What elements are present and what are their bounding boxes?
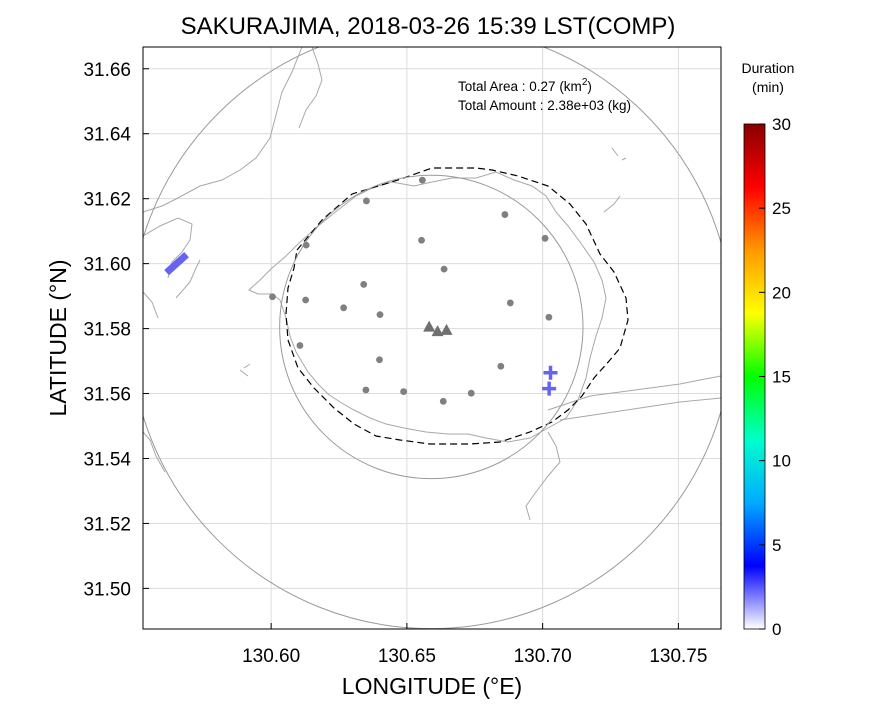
coastline-segment <box>143 431 166 473</box>
station-point <box>362 386 370 394</box>
coastline-segment <box>525 431 561 521</box>
colorbar-tick-label: 0 <box>772 620 781 639</box>
station-point <box>440 265 448 273</box>
station-point <box>302 296 310 304</box>
station-point <box>302 241 310 249</box>
coastline-segment <box>143 217 193 279</box>
ash-observation-point <box>164 251 189 276</box>
y-tick-label: 31.66 <box>83 60 131 81</box>
station-point <box>376 311 384 319</box>
station-point <box>269 293 276 301</box>
station-point <box>400 388 408 395</box>
colorbar-tick-label: 25 <box>772 199 791 218</box>
plot-area <box>143 47 721 629</box>
station-point <box>296 342 304 349</box>
axis-ticks: 130.60 130.65 130.70 130.75 31.50 31.52 31.54 3… <box>83 60 707 667</box>
ash-observation-point <box>542 381 557 396</box>
x-tick-label: 130.60 <box>242 646 300 667</box>
total-amount-text: Total Amount : 2.38e+03 (kg) <box>458 98 631 113</box>
y-axis-label: LATITUDE (°N) <box>45 260 71 417</box>
coastline-segment <box>239 363 251 377</box>
station-point <box>363 197 370 205</box>
station-point <box>439 397 447 405</box>
colorbar-tick-label: 30 <box>772 115 791 134</box>
station-point <box>467 389 475 397</box>
y-tick-label: 31.62 <box>83 190 131 211</box>
station-point <box>501 211 509 218</box>
coastline-segment <box>175 259 201 299</box>
colorbar-ticks: 0 5 10 15 20 25 30 <box>759 115 791 639</box>
vent-triangle <box>431 325 444 337</box>
x-tick-label: 130.65 <box>378 646 436 667</box>
colorbar-tick-label: 10 <box>772 452 791 471</box>
ash-observation-point <box>543 365 558 380</box>
station-point <box>541 234 549 242</box>
chart-title: SAKURAJIMA, 2018-03-26 15:39 LST(COMP) <box>181 13 676 40</box>
ash-footprint-outline <box>285 167 629 445</box>
coastline-segment <box>559 397 721 421</box>
colorbar-title-line1: Duration <box>742 60 795 76</box>
coastline-segment <box>143 291 159 319</box>
total-area-text: Total Area : 0.27 (km2) <box>458 77 592 94</box>
station-point <box>340 304 348 312</box>
x-axis-label: LONGITUDE (°E) <box>342 673 522 699</box>
station-point <box>418 176 426 184</box>
data-marks <box>164 176 558 405</box>
coastline-segment <box>298 47 323 129</box>
station-point <box>418 236 425 244</box>
coastline-segment <box>611 147 627 161</box>
coastline-segment <box>547 375 721 411</box>
colorbar-tick-label: 20 <box>772 283 791 302</box>
grid-lines <box>143 47 721 629</box>
colorbar-tick-label: 5 <box>772 536 781 555</box>
station-point <box>360 281 368 288</box>
x-tick-label: 130.75 <box>649 646 707 667</box>
station-point <box>506 299 514 307</box>
station-point <box>376 356 383 364</box>
y-tick-label: 31.52 <box>83 514 131 535</box>
y-tick-label: 31.54 <box>83 449 131 470</box>
coastline-segment <box>603 195 621 213</box>
colorbar-title-line2: (min) <box>752 79 784 95</box>
y-tick-label: 31.60 <box>83 255 131 276</box>
y-tick-label: 31.56 <box>83 385 131 406</box>
x-tick-label: 130.70 <box>514 646 572 667</box>
station-point <box>497 362 505 370</box>
coastline-segment <box>143 47 303 213</box>
y-tick-label: 31.58 <box>83 320 131 341</box>
vent-triangle <box>440 323 453 335</box>
colorbar-tick-label: 15 <box>772 368 791 387</box>
range-circle <box>279 174 584 480</box>
plot-frame <box>142 46 722 630</box>
station-point <box>545 313 553 321</box>
y-tick-label: 31.64 <box>83 125 131 146</box>
y-tick-label: 31.50 <box>83 579 131 600</box>
vent-triangle <box>423 320 436 332</box>
